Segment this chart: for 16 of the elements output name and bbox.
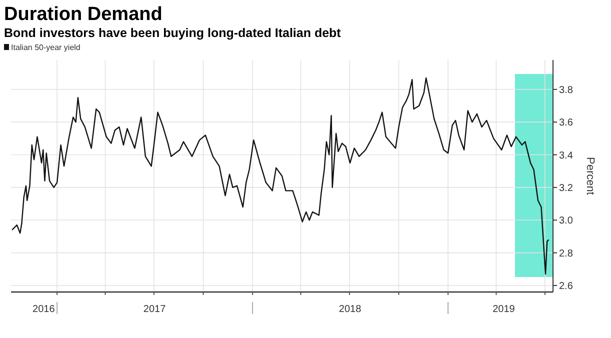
legend-label: Italian 50-year yield	[11, 43, 80, 52]
y-tick-label: 3.6	[559, 118, 574, 129]
x-tick-label: 2019	[492, 304, 516, 315]
y-axis-title: Percent	[584, 157, 596, 195]
y-tick-label: 2.8	[559, 248, 574, 260]
chart-subtitle: Bond investors have been buying long-dated Italian debt	[4, 26, 342, 40]
y-tick-label: 3.4	[559, 150, 574, 162]
x-tick-label: 2017	[143, 304, 166, 315]
y-tick-label: 3.0	[559, 216, 574, 227]
chart-title: Duration Demand	[4, 4, 162, 25]
y-tick-label: 3.8	[559, 84, 574, 96]
x-tick-label: 2018	[338, 304, 362, 315]
y-tick-label: 3.2	[559, 182, 574, 194]
x-tick-label: 2016	[32, 304, 56, 315]
y-tick-label: 2.6	[559, 280, 574, 292]
line-series	[11, 77, 550, 275]
